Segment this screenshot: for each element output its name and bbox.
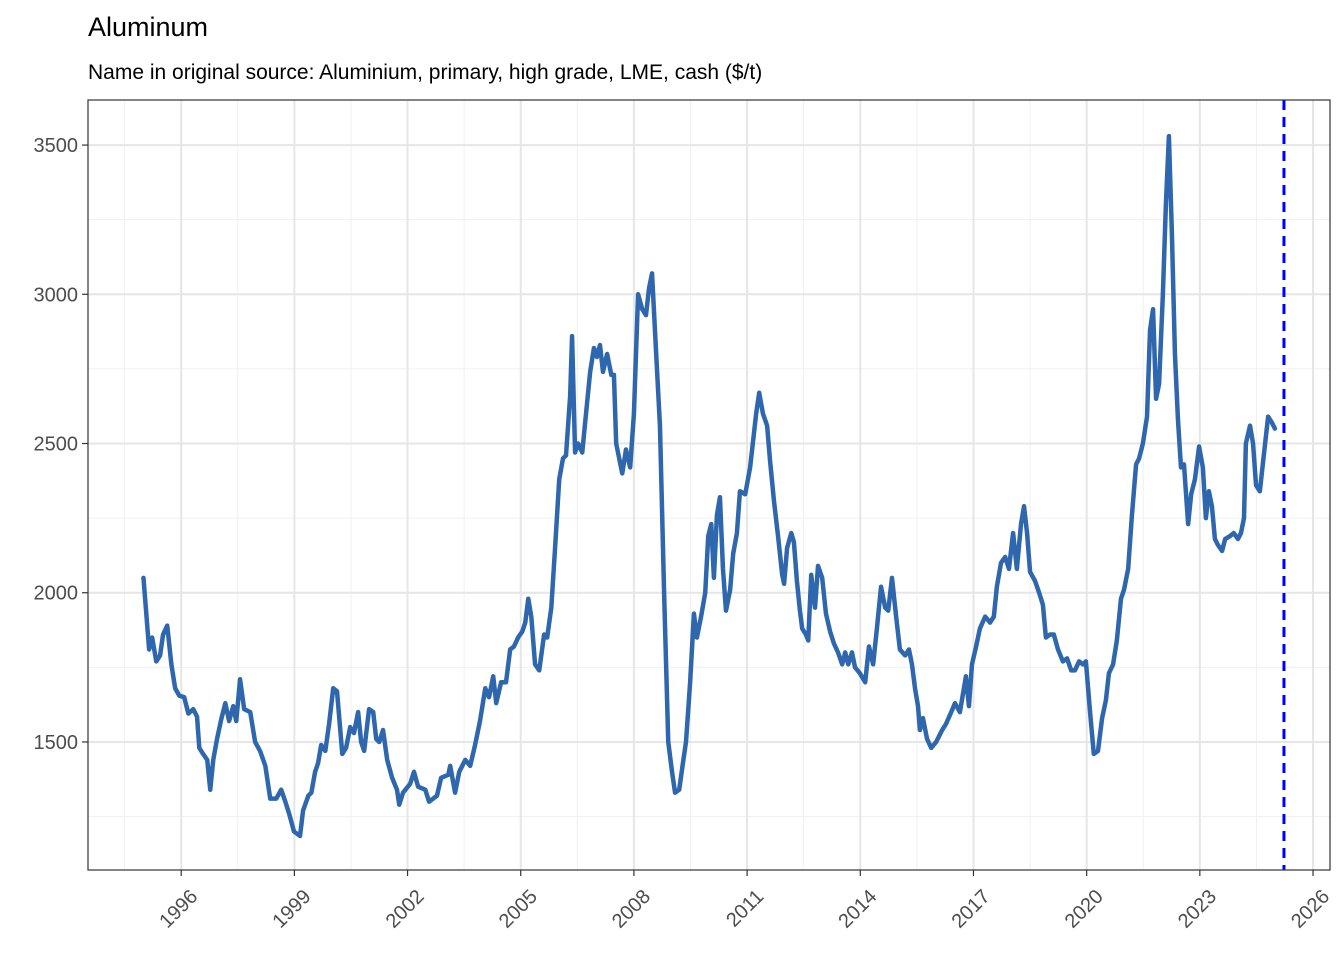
axes: 1996 1999 2002 2005 2008 2011 2014 2017 2020 2023… [34,135,1335,933]
y-tick-label: 3000 [34,284,79,306]
y-tick-label: 1500 [34,732,79,754]
x-tick-label: 2017 [948,886,995,933]
series-line [141,133,1278,839]
x-tick-label: 2002 [382,886,429,933]
plot-marks [141,100,1286,870]
x-tick-label: 1999 [268,886,315,933]
y-tick-label: 2500 [34,434,79,456]
y-tick-label: 2000 [34,583,79,605]
chart-title: Aluminum [88,12,208,42]
x-tick-label: 2014 [834,886,881,933]
x-tick-label: 2026 [1287,886,1334,933]
panel-border [87,99,1331,871]
x-tick-label: 2005 [495,886,542,933]
x-tick-label: 2023 [1174,886,1221,933]
x-tick-label: 2008 [608,886,655,933]
chart-subtitle: Name in original source: Aluminium, prim… [88,61,762,84]
y-tick-label: 3500 [34,135,79,157]
grid [88,100,1330,870]
x-tick-label: 1996 [155,886,202,933]
x-tick-label: 2020 [1061,886,1108,933]
x-tick-label: 2011 [722,886,768,932]
